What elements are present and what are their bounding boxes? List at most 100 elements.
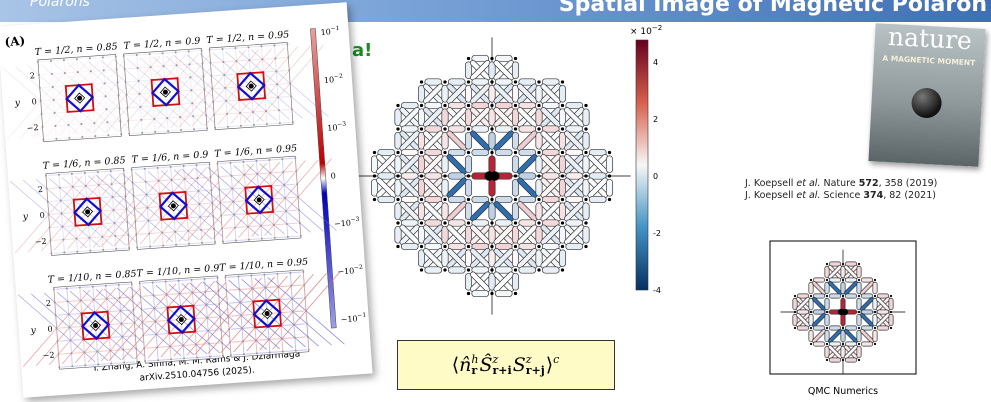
site [167, 130, 170, 133]
bond [441, 131, 449, 150]
bond [511, 61, 520, 80]
site [513, 244, 518, 249]
bond [811, 328, 827, 344]
site [133, 207, 136, 210]
bond [488, 84, 496, 103]
bond [464, 131, 473, 150]
site [213, 113, 216, 116]
site [857, 326, 861, 330]
site [130, 282, 133, 285]
site [170, 358, 173, 361]
cover-image [910, 87, 943, 119]
bond [370, 155, 379, 174]
site [443, 244, 447, 249]
site [208, 163, 211, 166]
bond [558, 202, 567, 221]
site [147, 219, 150, 222]
site [214, 241, 217, 244]
bond [808, 297, 814, 311]
bond [564, 177, 585, 198]
site [255, 352, 258, 355]
site [252, 111, 255, 114]
site [242, 353, 245, 356]
bond [796, 309, 810, 315]
site [131, 181, 134, 184]
bond [471, 125, 490, 133]
site [238, 288, 241, 291]
site [267, 338, 270, 341]
site [117, 283, 120, 286]
site [44, 174, 47, 177]
bond [856, 265, 862, 279]
site [115, 247, 118, 250]
subplot [181, 155, 337, 244]
site [490, 127, 494, 131]
bond [464, 178, 473, 197]
site [63, 251, 66, 254]
site [191, 291, 194, 294]
site [183, 177, 186, 180]
site [116, 81, 119, 84]
bond [558, 178, 567, 197]
bond [875, 296, 891, 312]
bond [588, 148, 607, 157]
bond [840, 281, 846, 295]
site [443, 197, 447, 202]
site [248, 59, 251, 62]
site [132, 194, 135, 197]
bond [446, 154, 467, 175]
references: J. Koepsell et al. Nature 572, 358 (2019… [745, 178, 937, 202]
bond [808, 313, 814, 327]
bond [888, 297, 894, 311]
site [88, 57, 91, 60]
site [83, 171, 86, 174]
colorbar-multiplier: × 10−2 [630, 24, 662, 37]
site [135, 54, 138, 57]
bond [872, 281, 878, 295]
site [200, 49, 203, 52]
site [197, 190, 200, 193]
bond [795, 312, 811, 328]
site [537, 244, 541, 249]
site [263, 273, 266, 276]
site [466, 150, 471, 155]
bond [518, 242, 537, 251]
site [873, 342, 877, 346]
site [490, 103, 494, 108]
site [396, 150, 400, 155]
site [112, 209, 115, 212]
hole [490, 171, 500, 181]
bond [518, 78, 537, 86]
site [58, 186, 61, 189]
bond [417, 108, 426, 127]
bond [464, 61, 473, 80]
bond [446, 177, 467, 198]
site [53, 301, 56, 304]
bond [488, 61, 496, 80]
site [70, 172, 73, 175]
site [291, 121, 294, 124]
site [278, 122, 281, 125]
site [71, 185, 74, 188]
bond [812, 293, 826, 299]
site [225, 99, 228, 102]
site [189, 76, 192, 79]
site [255, 159, 258, 162]
site [607, 174, 612, 178]
bond [441, 108, 449, 127]
bond [394, 155, 402, 174]
bond [535, 155, 543, 174]
bond [540, 154, 561, 175]
bond [470, 271, 491, 292]
bond [535, 225, 543, 244]
bond [441, 225, 449, 244]
site [206, 316, 209, 319]
site [48, 226, 51, 229]
bond [471, 101, 490, 110]
tick-exp: −2 [354, 264, 363, 272]
site [560, 80, 565, 84]
ref-journal: Science [823, 190, 861, 201]
bond [464, 225, 473, 244]
site [213, 228, 216, 231]
